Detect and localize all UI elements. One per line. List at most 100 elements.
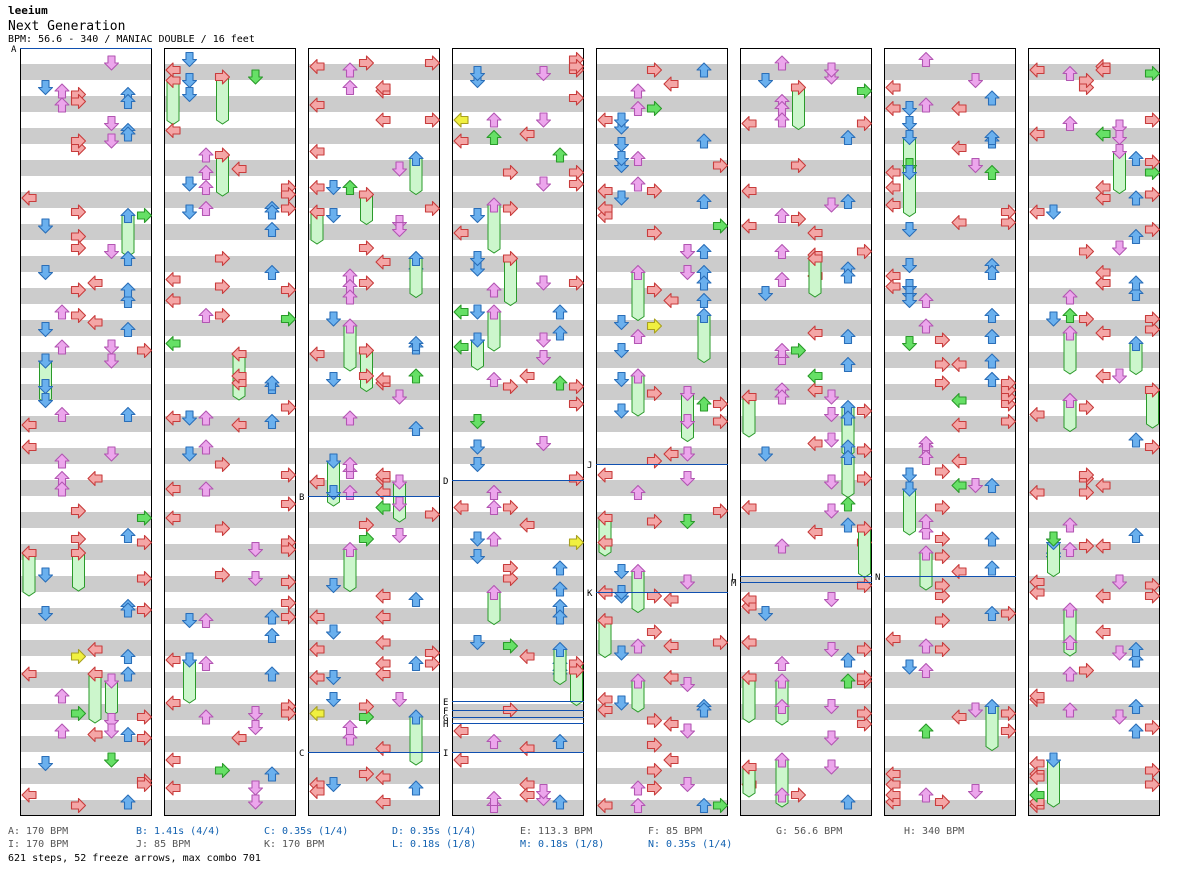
step-arrow — [120, 282, 136, 298]
arrow-shape — [790, 787, 807, 803]
step-arrow — [613, 342, 630, 359]
chart-column-4 — [452, 48, 584, 816]
arrow-shape — [136, 342, 153, 359]
step-arrow — [1000, 204, 1017, 220]
row-stripe — [740, 96, 872, 112]
arrow-shape — [231, 346, 247, 362]
row-stripe — [884, 240, 1016, 256]
arrow-shape — [568, 58, 585, 75]
arrow-shape — [934, 463, 951, 480]
arrow-shape — [885, 179, 901, 196]
row-stripe — [308, 480, 440, 496]
arrow-shape — [951, 214, 967, 231]
arrow-shape — [309, 474, 325, 490]
row-stripe — [308, 80, 440, 96]
step-arrow — [918, 449, 934, 466]
step-arrow — [37, 605, 54, 622]
row-stripe — [308, 576, 440, 592]
step-arrow — [1029, 688, 1045, 704]
arrow-shape — [552, 325, 568, 341]
step-arrow — [613, 371, 630, 388]
step-arrow — [741, 669, 757, 686]
row-stripe — [164, 176, 296, 192]
step-arrow — [309, 179, 325, 196]
arrow-shape — [358, 698, 375, 715]
arrow-shape — [679, 676, 696, 693]
step-arrow — [552, 560, 568, 576]
arrow-shape — [342, 318, 358, 334]
arrow-shape — [630, 673, 646, 689]
row-stripe — [596, 656, 728, 672]
arrow-shape — [646, 712, 663, 729]
step-arrow — [120, 666, 136, 682]
row-stripe — [1028, 400, 1160, 416]
row-stripe — [596, 704, 728, 720]
step-arrow — [823, 759, 840, 775]
step-arrow — [568, 90, 585, 106]
arrow-shape — [1144, 221, 1161, 238]
arrow-shape — [70, 531, 87, 547]
arrow-shape — [1128, 723, 1144, 739]
arrow-shape — [984, 605, 1000, 622]
row-stripe — [1028, 752, 1160, 768]
row-stripe — [884, 624, 1016, 640]
arrow-shape — [264, 627, 280, 644]
arrow-shape — [198, 439, 214, 455]
step-arrow — [136, 730, 153, 746]
step-arrow — [1078, 467, 1095, 483]
row-stripe — [596, 480, 728, 496]
arrow-shape — [774, 673, 790, 689]
row-stripe — [740, 336, 872, 352]
arrow-shape — [342, 79, 358, 96]
row-stripe — [308, 688, 440, 704]
step-arrow — [856, 669, 873, 686]
row-stripe — [452, 224, 584, 240]
step-arrow — [358, 275, 375, 291]
marker-label: M — [731, 579, 737, 589]
step-arrow — [21, 439, 37, 455]
step-arrow — [1062, 541, 1078, 558]
arrow-shape — [136, 730, 153, 746]
arrow-shape — [568, 534, 585, 551]
arrow-shape — [901, 292, 918, 309]
row-stripe — [740, 80, 872, 96]
arrow-shape — [741, 218, 757, 234]
step-arrow — [165, 292, 181, 309]
step-arrow — [309, 609, 325, 625]
step-arrow — [486, 112, 502, 128]
step-arrow — [840, 193, 856, 210]
step-arrow — [568, 534, 585, 551]
step-arrow — [375, 769, 391, 786]
row-stripe — [20, 48, 152, 64]
step-arrow — [774, 112, 790, 128]
step-arrow — [214, 520, 231, 537]
step-arrow — [984, 477, 1000, 494]
step-arrow — [486, 304, 502, 320]
arrow-shape — [120, 207, 136, 224]
arrow-shape — [630, 176, 646, 192]
arrow-shape — [391, 389, 408, 405]
step-arrow — [597, 534, 613, 551]
step-arrow — [486, 197, 502, 213]
step-arrow — [358, 186, 375, 203]
step-arrow — [342, 541, 358, 558]
step-arrow — [1095, 588, 1111, 604]
step-arrow — [280, 399, 297, 416]
step-arrow — [807, 225, 823, 241]
step-arrow — [712, 797, 729, 814]
arrow-shape — [918, 662, 934, 679]
row-stripe — [164, 80, 296, 96]
step-arrow — [408, 780, 424, 796]
step-arrow — [918, 787, 934, 803]
arrow-shape — [1045, 531, 1062, 547]
marker-label: L — [731, 573, 736, 583]
arrow-shape — [774, 207, 790, 224]
row-stripe — [1028, 80, 1160, 96]
step-arrow — [1045, 204, 1062, 220]
step-arrow — [552, 581, 568, 597]
step-arrow — [918, 638, 934, 654]
step-arrow — [21, 417, 37, 433]
row-stripe — [884, 544, 1016, 560]
arrow-shape — [502, 560, 519, 576]
row-stripe — [596, 352, 728, 368]
